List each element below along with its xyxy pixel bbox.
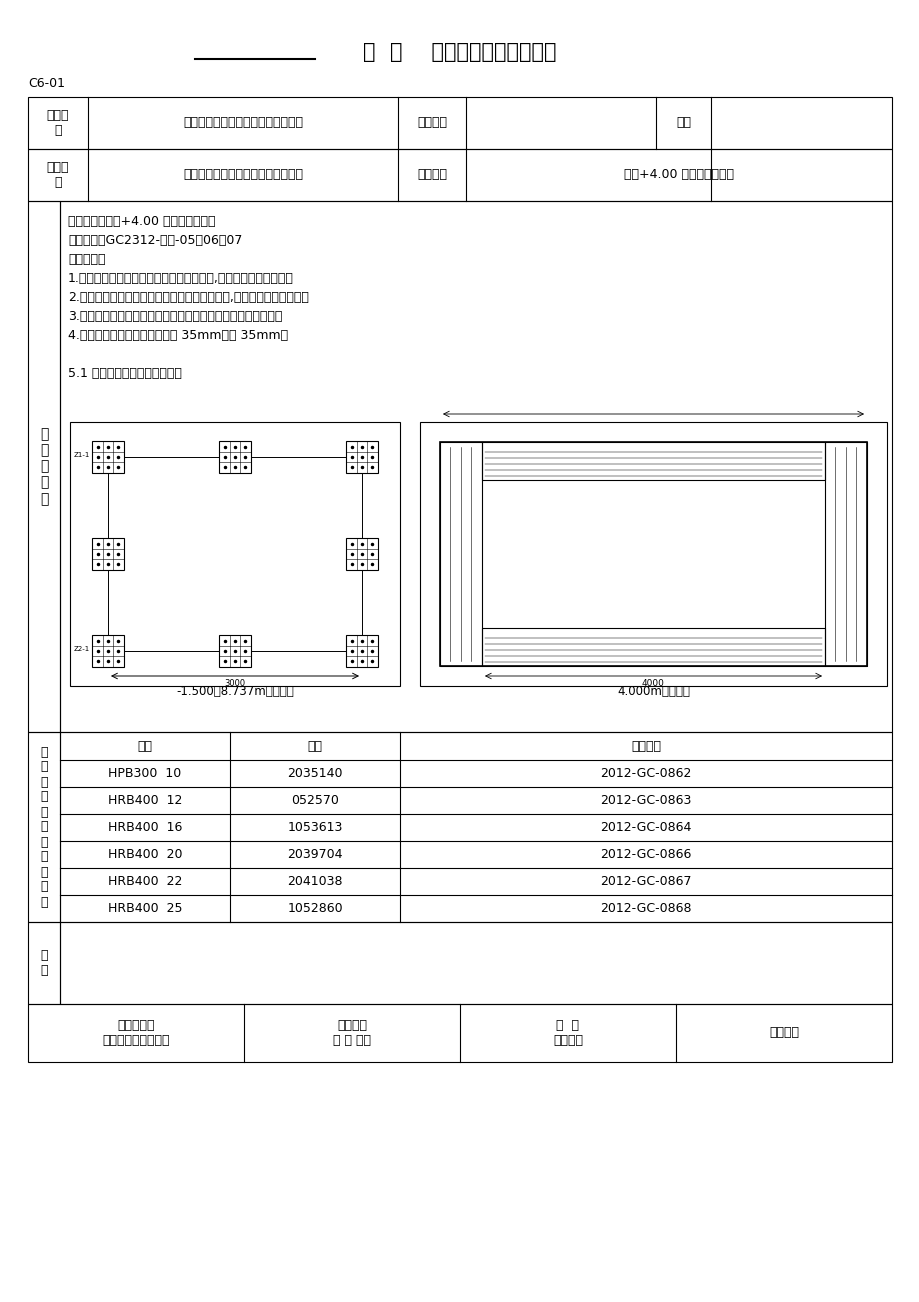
Text: 施工单
位: 施工单 位 <box>47 161 69 189</box>
Text: 填写人：: 填写人： <box>768 1026 798 1039</box>
Text: 复试编号: 复试编号 <box>630 740 660 753</box>
Bar <box>28 148 891 201</box>
Text: 4.000m梁配筋图: 4.000m梁配筋图 <box>617 685 689 698</box>
Bar <box>420 422 886 686</box>
Bar <box>219 635 251 667</box>
Bar <box>439 441 482 667</box>
Text: 依
据
及
内
容: 依 据 及 内 容 <box>40 427 48 506</box>
Bar <box>28 922 60 1004</box>
Text: 052570: 052570 <box>290 794 338 807</box>
Text: 隐蔽范围：标高+4.00 处热解炉梁、柱: 隐蔽范围：标高+4.00 处热解炉梁、柱 <box>68 215 215 228</box>
Text: HPB300  10: HPB300 10 <box>108 767 181 780</box>
Text: 隐蔽依据：GC2312-结施-05、06、07: 隐蔽依据：GC2312-结施-05、06、07 <box>68 234 242 247</box>
Bar <box>28 732 60 922</box>
Bar <box>28 98 891 148</box>
Bar <box>346 441 378 473</box>
Text: 2035140: 2035140 <box>287 767 343 780</box>
Bar <box>28 201 60 732</box>
Text: 黑龙江省东鼎路桥建设工程有限公司: 黑龙江省东鼎路桥建设工程有限公司 <box>183 168 302 181</box>
Text: 内热回转式中低温干馏成套技术项目: 内热回转式中低温干馏成套技术项目 <box>183 116 302 129</box>
Bar <box>346 635 378 667</box>
Text: C6-01: C6-01 <box>28 77 65 90</box>
Text: 1.热解炉、梁柱钢筋施工按图纸及图集施工,符合设计及规范要求。: 1.热解炉、梁柱钢筋施工按图纸及图集施工,符合设计及规范要求。 <box>68 272 293 285</box>
Text: 项目: 项目 <box>137 740 153 753</box>
Bar <box>824 441 866 667</box>
Text: 验收时间: 验收时间 <box>416 116 447 129</box>
Text: 4000: 4000 <box>641 680 664 687</box>
Text: 4.钢筋的混凝土保护层厚度，柱 35mm、梁 35mm。: 4.钢筋的混凝土保护层厚度，柱 35mm、梁 35mm。 <box>68 329 288 342</box>
Bar <box>28 1004 891 1062</box>
Bar <box>92 441 124 473</box>
Text: 2012-GC-0864: 2012-GC-0864 <box>600 822 691 835</box>
Bar <box>439 441 866 667</box>
Text: -1.500～8.737m柱配筋图: -1.500～8.737m柱配筋图 <box>176 685 293 698</box>
Text: 3000: 3000 <box>224 680 245 687</box>
Text: 2012-GC-0867: 2012-GC-0867 <box>599 875 691 888</box>
Bar <box>60 922 891 1004</box>
Text: 1053613: 1053613 <box>287 822 342 835</box>
Text: 钢  筋    隐蔽工程检查验收记录: 钢 筋 隐蔽工程检查验收记录 <box>363 42 556 62</box>
Text: Z2-1: Z2-1 <box>74 646 90 652</box>
Text: 2012-GC-0862: 2012-GC-0862 <box>600 767 691 780</box>
Bar <box>346 538 378 570</box>
Text: HRB400  20: HRB400 20 <box>108 848 182 861</box>
Bar <box>482 628 824 667</box>
Text: 2039704: 2039704 <box>287 848 343 861</box>
Text: 2012-GC-0866: 2012-GC-0866 <box>600 848 691 861</box>
Text: HRB400  12: HRB400 12 <box>108 794 182 807</box>
Text: 编号: 编号 <box>675 116 690 129</box>
Text: 验收部位: 验收部位 <box>416 168 447 181</box>
Text: 监理工程师
（建设单位代表）：: 监理工程师 （建设单位代表）： <box>102 1019 170 1047</box>
Text: HRB400  22: HRB400 22 <box>108 875 182 888</box>
Text: 2012-GC-0868: 2012-GC-0868 <box>599 902 691 915</box>
Text: 2041038: 2041038 <box>287 875 343 888</box>
Text: 炉号: 炉号 <box>307 740 323 753</box>
Text: 结
论: 结 论 <box>40 949 48 976</box>
Text: Z1-1: Z1-1 <box>74 452 90 458</box>
Text: HRB400  16: HRB400 16 <box>108 822 182 835</box>
Bar <box>482 441 824 480</box>
Text: 2.钢筋的规格、尺寸、数量、间距符合设计要求,无锈蚀、污染等情况。: 2.钢筋的规格、尺寸、数量、间距符合设计要求,无锈蚀、污染等情况。 <box>68 292 309 303</box>
Text: 3.钢筋绑扎牢固，无缺扣松扣现象，符合设计及验收规范要求。: 3.钢筋绑扎牢固，无缺扣松扣现象，符合设计及验收规范要求。 <box>68 310 282 323</box>
Text: 主
要
材
料
规
格
及
试
验
编
号: 主 要 材 料 规 格 及 试 验 编 号 <box>40 746 48 909</box>
Bar <box>70 422 400 686</box>
Text: 施  工
质检员：: 施 工 质检员： <box>552 1019 583 1047</box>
Bar <box>219 441 251 473</box>
Text: 1052860: 1052860 <box>287 902 343 915</box>
Bar <box>92 635 124 667</box>
Text: HRB400  25: HRB400 25 <box>108 902 182 915</box>
Text: 施工技术
负 责 人：: 施工技术 负 责 人： <box>333 1019 370 1047</box>
Text: 5.1 号热解炉梁、柱配筋如下：: 5.1 号热解炉梁、柱配筋如下： <box>68 367 182 380</box>
Bar <box>60 201 891 732</box>
Text: 隐蔽内容：: 隐蔽内容： <box>68 253 106 266</box>
Bar <box>92 538 124 570</box>
Text: 标高+4.00 处热解炉梁、柱: 标高+4.00 处热解炉梁、柱 <box>623 168 733 181</box>
Text: 工程名
称: 工程名 称 <box>47 109 69 137</box>
Text: 2012-GC-0863: 2012-GC-0863 <box>600 794 691 807</box>
Bar <box>60 732 891 922</box>
